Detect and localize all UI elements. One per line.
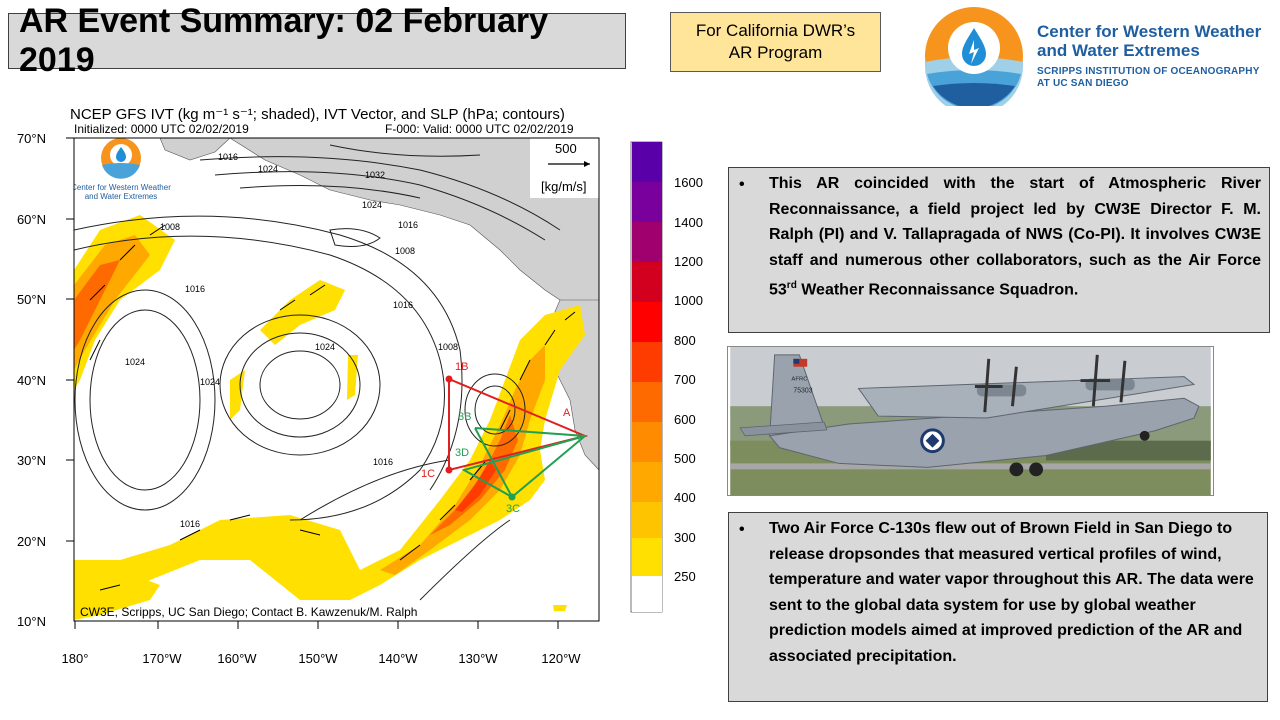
svg-text:[kg/m/s]: [kg/m/s] — [541, 179, 587, 194]
logo-inst-line1: SCRIPPS INSTITUTION OF OCEANOGRAPHY — [1037, 66, 1260, 77]
svg-text:1000: 1000 — [674, 293, 703, 308]
svg-text:140°W: 140°W — [378, 651, 418, 666]
longitude-labels: 180° 170°W 160°W 150°W 140°W 130°W 120°W — [62, 651, 582, 666]
svg-text:300: 300 — [674, 530, 696, 545]
logo-name-line2: and Water Extremes — [1037, 41, 1200, 60]
flight-label-a: A — [563, 407, 571, 419]
map-initialized: Initialized: 0000 UTC 02/02/2019 — [74, 122, 249, 136]
svg-text:1024: 1024 — [258, 164, 278, 174]
svg-text:700: 700 — [674, 372, 696, 387]
flight-label-3c: 3C — [506, 503, 520, 515]
flight-label-1c: 1C — [421, 468, 435, 480]
program-tag-line1: For California DWR’s — [695, 21, 856, 40]
svg-text:500: 500 — [555, 141, 577, 156]
svg-text:1016: 1016 — [218, 152, 238, 162]
slp-contours — [74, 144, 561, 601]
longitude-ticks — [74, 621, 559, 629]
svg-text:1008: 1008 — [395, 246, 415, 256]
svg-text:160°W: 160°W — [217, 651, 257, 666]
vector-reference: 500 [kg/m/s] — [530, 138, 599, 198]
page-title-box: AR Event Summary: 02 February 2019 — [8, 2, 626, 79]
svg-text:10°N: 10°N — [17, 614, 46, 629]
tail-text-afrc: AFRC — [791, 377, 808, 383]
ivt-map-figure: NCEP GFS IVT (kg m⁻¹ s⁻¹; shaded), IVT V… — [17, 106, 703, 666]
ivt-plume-main — [74, 305, 585, 615]
svg-text:40°N: 40°N — [17, 373, 46, 388]
cw3e-logo — [925, 7, 1023, 106]
svg-text:1600: 1600 — [674, 175, 703, 190]
svg-text:170°W: 170°W — [142, 651, 182, 666]
flight-point-1b — [445, 375, 453, 383]
svg-text:1024: 1024 — [125, 357, 145, 367]
inset-logo: Center for Western Weather and Water Ext… — [71, 138, 171, 201]
svg-text:70°N: 70°N — [17, 131, 46, 146]
svg-text:Center for Western Weather: Center for Western Weather — [71, 183, 171, 192]
ar-recon-textbox: • This AR coincided with the start of At… — [728, 167, 1270, 333]
ivt-vectors — [89, 224, 576, 591]
flight-label-3d: 3D — [455, 447, 469, 459]
svg-text:1200: 1200 — [674, 254, 703, 269]
svg-text:60°N: 60°N — [17, 212, 46, 227]
c130-aircraft-photo: AFRC 75303 — [727, 346, 1214, 496]
svg-text:1016: 1016 — [393, 300, 413, 310]
svg-text:180°: 180° — [62, 651, 89, 666]
svg-text:1008: 1008 — [160, 222, 180, 232]
tail-number: 75303 — [793, 387, 812, 394]
bullet-marker: • — [739, 176, 745, 193]
flight-label-3b: 3B — [458, 411, 471, 423]
flight-label-1b: 1B — [455, 361, 468, 373]
isobar-labels: 1024 1016 1032 1024 1016 1008 1016 1008 … — [125, 152, 458, 529]
siberia-landmass — [159, 138, 231, 161]
svg-text:1016: 1016 — [398, 220, 418, 230]
flight-point-1c — [445, 466, 453, 474]
svg-text:800: 800 — [674, 333, 696, 348]
map-title: NCEP GFS IVT (kg m⁻¹ s⁻¹; shaded), IVT V… — [70, 106, 565, 123]
c130-dropsonde-textbox: • Two Air Force C-130s flew out of Brown… — [728, 512, 1268, 702]
flight-point-3c — [508, 493, 516, 501]
svg-text:1032: 1032 — [365, 170, 385, 180]
svg-text:1400: 1400 — [674, 215, 703, 230]
svg-text:1016: 1016 — [180, 519, 200, 529]
bullet-marker: • — [739, 521, 745, 538]
svg-text:130°W: 130°W — [458, 651, 498, 666]
svg-text:1016: 1016 — [185, 284, 205, 294]
svg-text:1024: 1024 — [362, 200, 382, 210]
logo-text: Center for Western Weather and Water Ext… — [1037, 22, 1261, 90]
svg-text:1024: 1024 — [200, 377, 220, 387]
logo-name-line1: Center for Western Weather — [1037, 22, 1262, 41]
ivt-colorbar: 1600 1400 1200 1000 800 700 600 500 400 … — [630, 141, 703, 613]
latitude-labels: 70°N 60°N 50°N 40°N 30°N 20°N 10°N — [17, 131, 46, 629]
ar-recon-text: This AR coincided with the start of Atmo… — [769, 175, 1261, 299]
map-credit: CW3E, Scripps, UC San Diego; Contact B. … — [80, 605, 417, 619]
svg-text:600: 600 — [674, 412, 696, 427]
svg-text:1016: 1016 — [373, 457, 393, 467]
svg-text:50°N: 50°N — [17, 292, 46, 307]
map-valid: F-000: Valid: 0000 UTC 02/02/2019 — [385, 122, 574, 136]
logo-inst-line2: AT UC SAN DIEGO — [1037, 78, 1129, 89]
flight-track-red — [448, 377, 589, 472]
page-title: AR Event Summary: 02 February 2019 — [19, 2, 549, 79]
c130-dropsonde-text: Two Air Force C-130s flew out of Brown F… — [769, 520, 1254, 665]
svg-text:500: 500 — [674, 451, 696, 466]
colorbar-labels: 1600 1400 1200 1000 800 700 600 500 400 … — [674, 175, 703, 584]
svg-text:250: 250 — [674, 569, 696, 584]
svg-text:1008: 1008 — [438, 342, 458, 352]
svg-text:150°W: 150°W — [298, 651, 338, 666]
map-area: 1B A 1C 3B 3D 3C 1024 1016 1032 1024 101… — [71, 137, 600, 622]
svg-text:30°N: 30°N — [17, 453, 46, 468]
latitude-ticks — [66, 137, 74, 542]
svg-text:400: 400 — [674, 490, 696, 505]
svg-text:120°W: 120°W — [541, 651, 581, 666]
svg-text:and Water Extremes: and Water Extremes — [85, 192, 158, 201]
svg-text:1024: 1024 — [315, 342, 335, 352]
svg-text:20°N: 20°N — [17, 534, 46, 549]
program-tag: For California DWR’s AR Program — [670, 12, 881, 72]
program-tag-line2: AR Program — [728, 43, 823, 62]
